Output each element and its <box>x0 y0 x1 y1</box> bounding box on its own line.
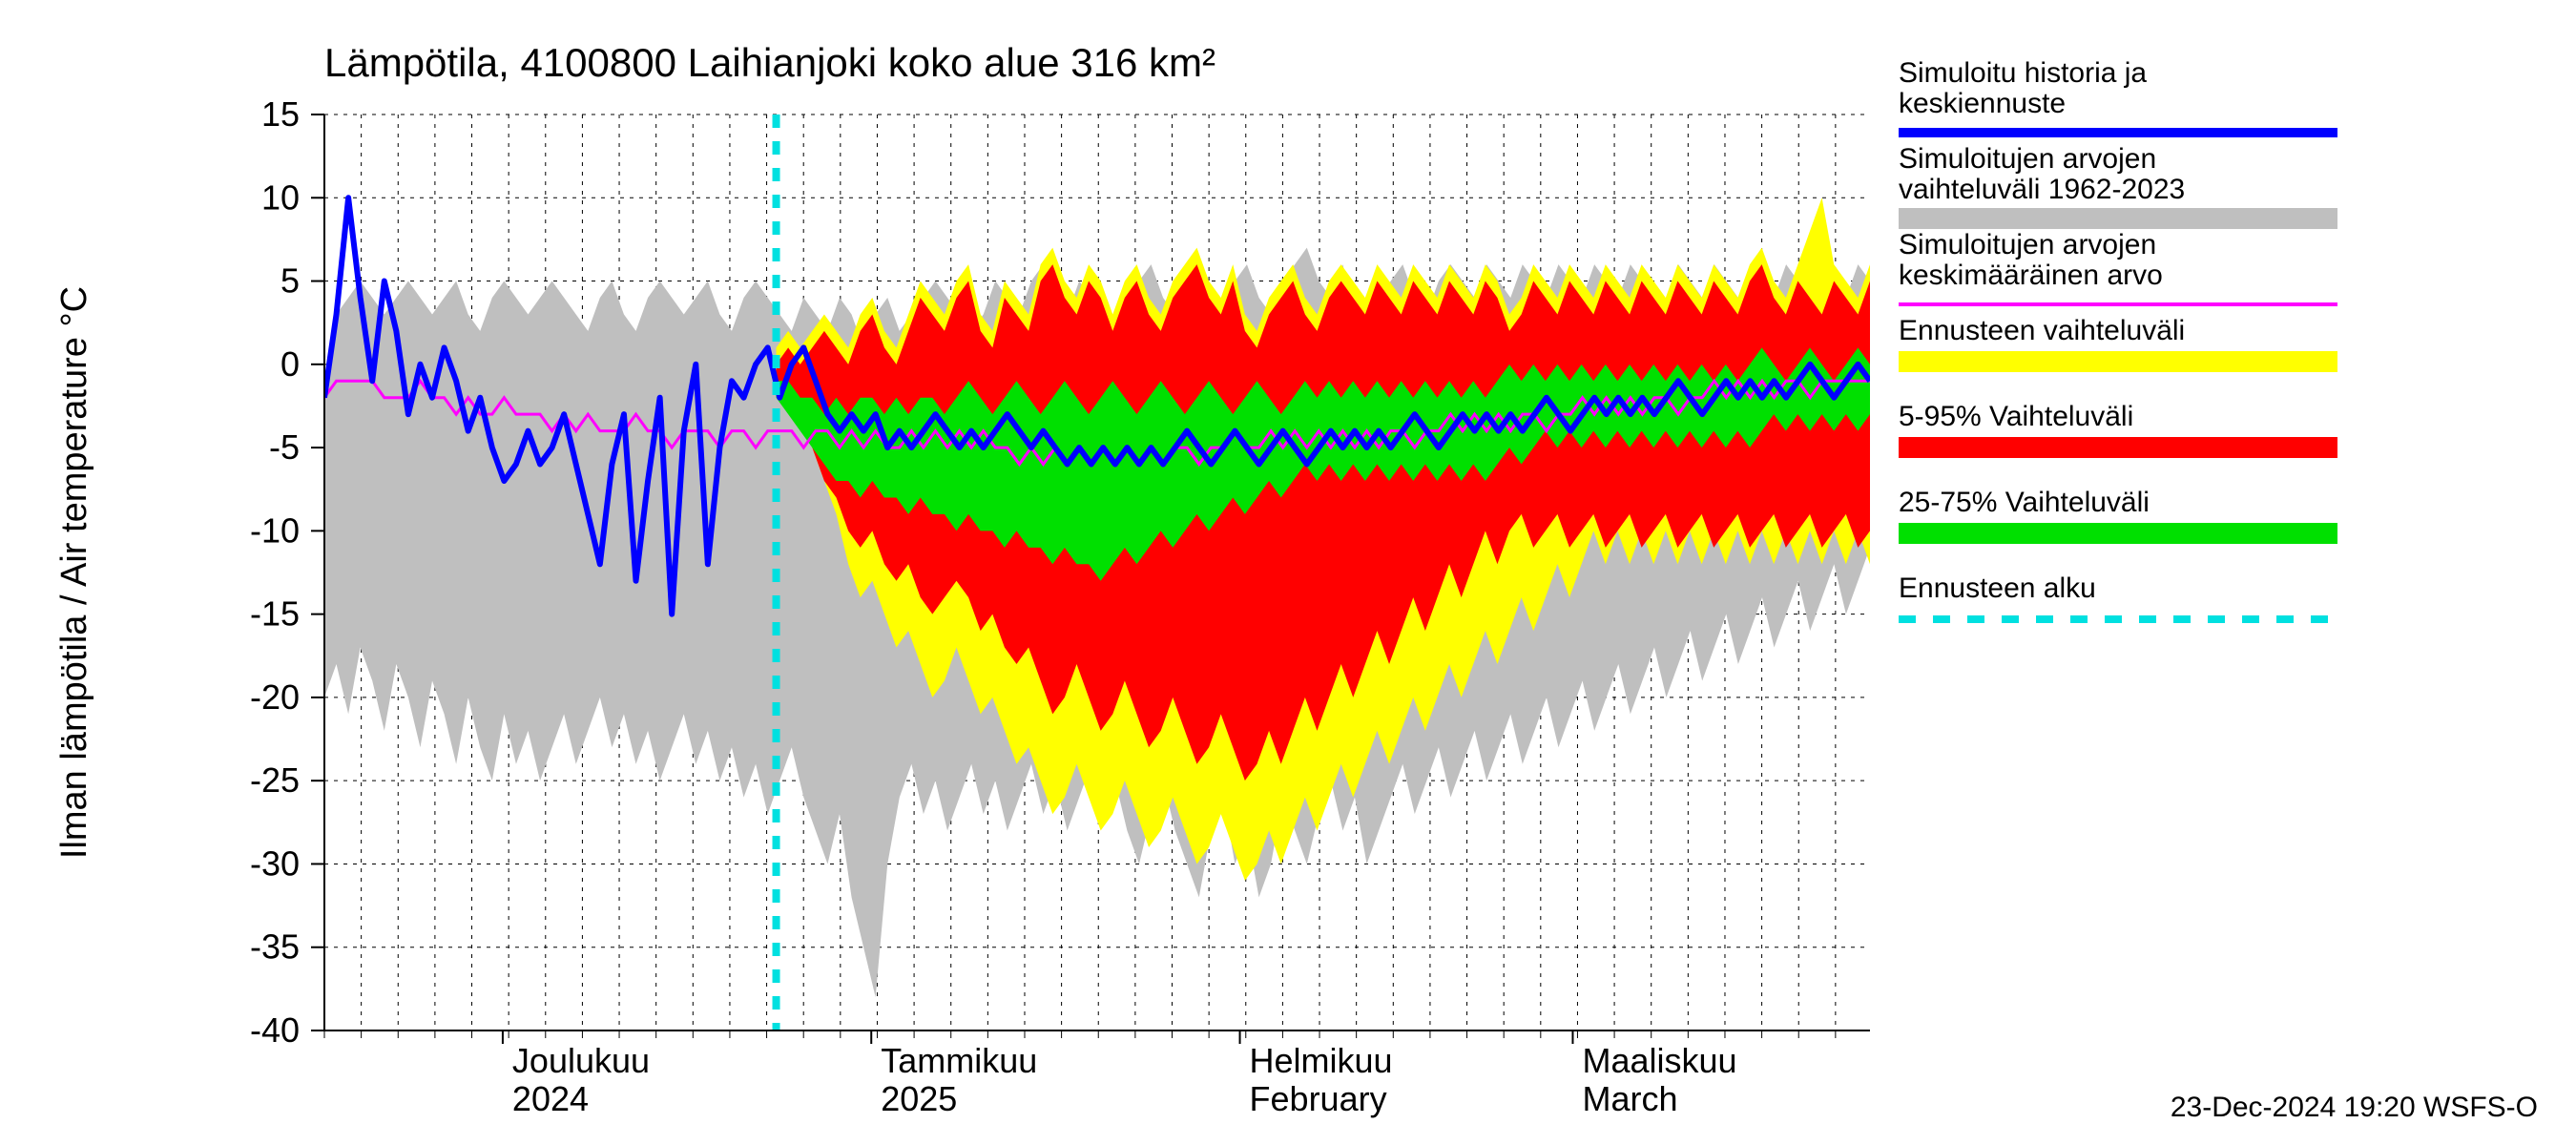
y-tick-label: 5 <box>280 261 300 301</box>
legend-label: Ennusteen alku <box>1899 572 2096 604</box>
legend-label: 25-75% Vaihteluväli <box>1899 487 2150 518</box>
y-tick-label: 0 <box>280 344 300 384</box>
footer-timestamp: 23-Dec-2024 19:20 WSFS-O <box>2171 1092 2538 1123</box>
temperature-forecast-chart: 151050-5-10-15-20-25-30-35-40Joulukuu202… <box>0 0 2576 1145</box>
x-tick-label-top: Tammikuu <box>881 1041 1037 1080</box>
legend-label: keskiennuste <box>1899 88 2066 119</box>
x-tick-label-bottom: 2024 <box>512 1079 589 1118</box>
x-tick-label-top: Maaliskuu <box>1582 1041 1736 1080</box>
y-tick-label: 15 <box>261 94 300 134</box>
y-tick-label: -15 <box>250 594 300 634</box>
x-tick-label-bottom: February <box>1250 1079 1387 1118</box>
y-tick-label: 10 <box>261 177 300 217</box>
y-tick-label: -10 <box>250 510 300 550</box>
legend-label: vaihteluväli 1962-2023 <box>1899 174 2185 205</box>
legend-label: Ennusteen vaihteluväli <box>1899 315 2185 346</box>
y-tick-label: -35 <box>250 927 300 967</box>
chart-title: Lämpötila, 4100800 Laihianjoki koko alue… <box>324 40 1215 85</box>
y-tick-label: -40 <box>250 1010 300 1050</box>
legend-swatch <box>1899 208 2337 229</box>
x-tick-label-top: Helmikuu <box>1250 1041 1393 1080</box>
legend-swatch <box>1899 523 2337 544</box>
chart-svg: 151050-5-10-15-20-25-30-35-40Joulukuu202… <box>0 0 2576 1145</box>
legend-label: Simuloitujen arvojen <box>1899 229 2156 260</box>
legend-label: keskimääräinen arvo <box>1899 260 2163 291</box>
y-tick-label: -30 <box>250 843 300 883</box>
legend-swatch <box>1899 351 2337 372</box>
legend-label: Simuloitujen arvojen <box>1899 143 2156 175</box>
legend-swatch <box>1899 437 2337 458</box>
y-axis-label: Ilman lämpötila / Air temperature °C <box>54 286 94 859</box>
x-tick-label-bottom: March <box>1582 1079 1677 1118</box>
x-tick-label-top: Joulukuu <box>512 1041 650 1080</box>
y-tick-label: -5 <box>269 427 300 467</box>
legend-label: 5-95% Vaihteluväli <box>1899 401 2133 432</box>
x-tick-label-bottom: 2025 <box>881 1079 957 1118</box>
legend-label: Simuloitu historia ja <box>1899 57 2147 89</box>
y-tick-label: -25 <box>250 760 300 800</box>
y-tick-label: -20 <box>250 677 300 717</box>
